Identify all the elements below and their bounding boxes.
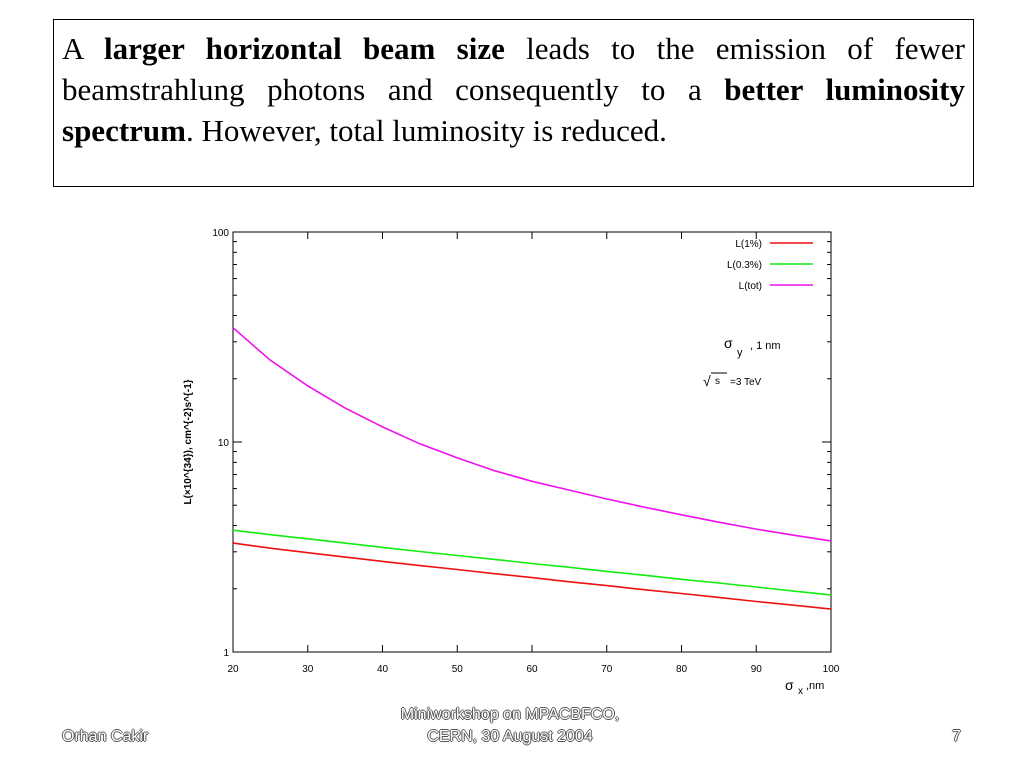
svg-text:σ: σ bbox=[785, 677, 794, 693]
series-line-2 bbox=[232, 529, 832, 596]
svg-text:x: x bbox=[798, 686, 803, 697]
x-tick-label: 50 bbox=[452, 664, 464, 675]
x-tick-label: 30 bbox=[302, 664, 314, 675]
footer-page-number: 7 bbox=[952, 728, 961, 745]
svg-text:=3 TeV: =3 TeV bbox=[730, 377, 762, 388]
svg-text:s: s bbox=[715, 376, 720, 387]
x-tick-label: 60 bbox=[526, 664, 538, 675]
description-part-2: leads to the emission of fewer beamstrah… bbox=[62, 31, 965, 107]
series-line-3 bbox=[232, 327, 832, 542]
description-part-3: . However, total luminosity is reduced. bbox=[185, 113, 667, 148]
chart-legend: L(1%) L(0.3%) L(tot) bbox=[727, 239, 813, 292]
footer-author: Orhan Cakir bbox=[62, 728, 149, 745]
description-bold-2: better luminosity spectrum bbox=[62, 72, 965, 148]
svg-text:y: y bbox=[737, 347, 743, 359]
footer-event: Miniworkshop on MPACBFCO, CERN, 30 Augus… bbox=[340, 704, 680, 748]
series-line-1 bbox=[232, 542, 832, 610]
y-axis-label: L(×10^{34}), cm^{-2}s^{-1} bbox=[183, 379, 194, 504]
description-text-box: A larger horizontal beam size leads to t… bbox=[53, 19, 974, 187]
x-tick-label: 80 bbox=[676, 664, 688, 675]
svg-text:√: √ bbox=[703, 373, 711, 389]
svg-text:,nm: ,nm bbox=[806, 680, 824, 692]
footer-event-line-2: CERN, 30 August 2004 bbox=[427, 728, 593, 745]
y-tick-label: 1 bbox=[223, 648, 229, 659]
legend-label: L(tot) bbox=[739, 281, 762, 292]
annotation-sqrt-s: √ s =3 TeV bbox=[703, 372, 762, 389]
x-axis-label: σ x ,nm bbox=[785, 677, 824, 697]
plot-frame bbox=[232, 231, 832, 653]
x-tick-label: 20 bbox=[227, 664, 239, 675]
y-tick-label: 10 bbox=[218, 438, 230, 449]
legend-label: L(1%) bbox=[735, 239, 762, 250]
svg-text:σ: σ bbox=[724, 335, 733, 351]
x-tick-label: 90 bbox=[751, 664, 763, 675]
x-tick-label: 100 bbox=[823, 664, 840, 675]
legend-label: L(0.3%) bbox=[727, 260, 762, 271]
svg-text:, 1 nm: , 1 nm bbox=[750, 340, 781, 352]
description-bold-1: larger horizontal beam size bbox=[104, 31, 505, 66]
annotation-sigma-y: σ y , 1 nm bbox=[724, 335, 781, 359]
footer-event-line-1: Miniworkshop on MPACBFCO, bbox=[400, 706, 620, 723]
series-lines bbox=[232, 327, 832, 610]
x-tick-label: 70 bbox=[601, 664, 613, 675]
x-tick-label: 40 bbox=[377, 664, 389, 675]
y-tick-label: 100 bbox=[212, 228, 229, 239]
description-part-1: A bbox=[62, 31, 104, 66]
